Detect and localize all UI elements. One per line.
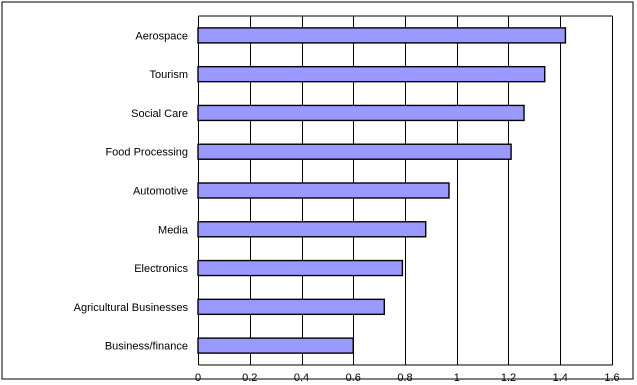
x-tick-label: 0 [195,372,201,384]
category-label: Social Care [131,108,188,120]
bar [197,27,567,44]
category-labels: Aerospace Tourism Social Care Food Processi… [74,30,189,352]
category-label: Agricultural Businesses [74,302,189,314]
bar [197,221,427,238]
bar [197,65,546,83]
category-label: Aerospace [135,30,188,42]
bar [197,259,404,277]
x-tick-label: 0.6 [346,372,361,384]
bar [197,182,450,199]
category-label: Food Processing [105,147,188,159]
bar [197,337,354,354]
x-tick-label: 0.2 [242,372,257,384]
bar [197,298,386,316]
category-label: Media [158,224,189,236]
bars [197,27,567,354]
x-tick-label: 1.4 [553,372,568,384]
category-label: Automotive [133,186,188,198]
x-tick-label: 1.2 [501,372,516,384]
x-tick-label: 0.8 [397,372,412,384]
category-label: Tourism [149,69,188,81]
x-tick-label: 1 [454,372,460,384]
category-label: Business/finance [105,341,188,353]
x-axis-tick-labels: 0 0.2 0.4 0.6 0.8 1 1.2 1.4 1.6 [195,372,620,384]
bar [197,143,512,160]
bar [197,104,525,122]
category-label: Electronics [134,263,188,275]
x-tick-label: 1.6 [604,372,619,384]
x-tick-label: 0.4 [294,372,309,384]
